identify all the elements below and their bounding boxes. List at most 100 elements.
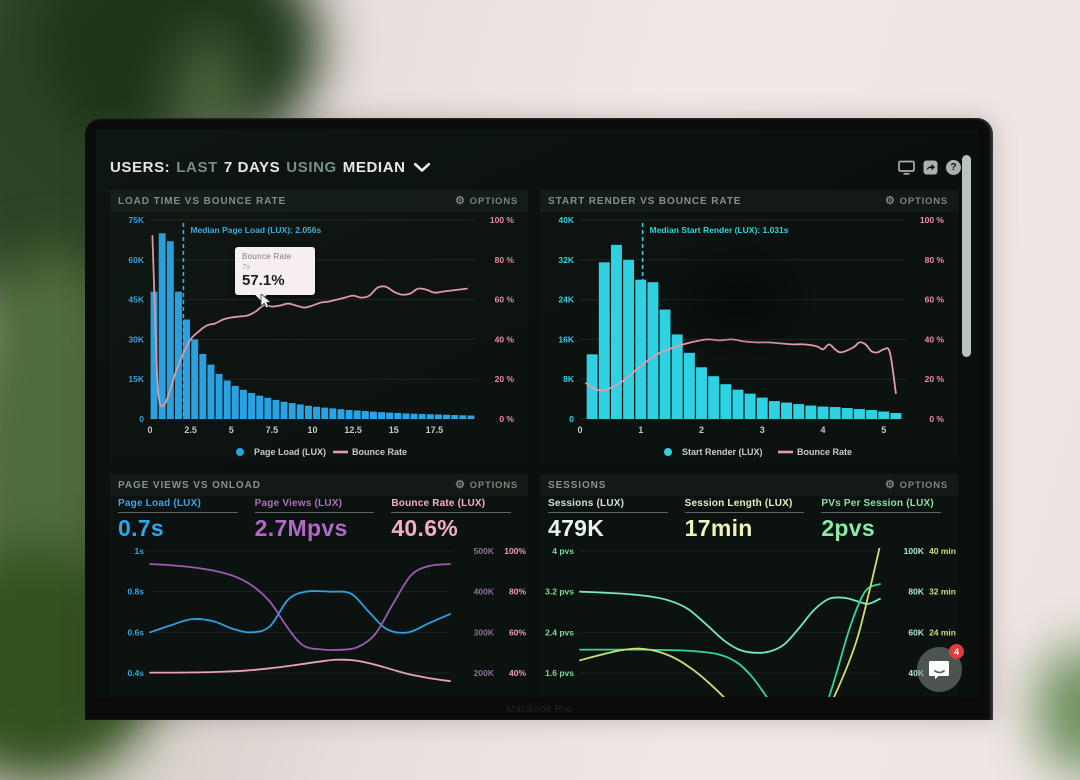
svg-text:300K: 300K (474, 627, 495, 637)
options-button[interactable]: ⚙ OPTIONS (454, 194, 518, 207)
options-button[interactable]: ⚙ OPTIONS (454, 478, 518, 491)
tooltip-subtitle: 7s (242, 262, 250, 271)
svg-text:15: 15 (389, 425, 399, 435)
panel-title: LOAD TIME VS BOUNCE RATE (118, 195, 287, 207)
notification-badge: 4 (949, 644, 964, 659)
svg-text:10: 10 (307, 425, 317, 435)
svg-text:0: 0 (139, 414, 144, 424)
laptop-brand-label: MacBook Pro (506, 704, 572, 715)
svg-text:40K: 40K (908, 668, 924, 678)
svg-text:40%: 40% (509, 668, 526, 678)
title-range: 7 DAYS (223, 158, 281, 176)
svg-text:0: 0 (577, 425, 582, 435)
svg-text:45K: 45K (128, 295, 144, 305)
metric-page-views: Page Views (LUX) 2.7Mpvs (254, 498, 389, 548)
panel-title: SESSIONS (548, 479, 607, 491)
svg-text:32 min: 32 min (929, 587, 956, 597)
header-toolbar: ? (898, 159, 961, 175)
gear-icon: ⚙ (454, 194, 466, 207)
metric-bounce-rate: Bounce Rate (LUX) 40.6% (391, 498, 525, 548)
svg-text:Bounce Rate: Bounce Rate (352, 447, 407, 457)
mouse-cursor-icon (260, 294, 272, 309)
svg-text:3: 3 (760, 425, 765, 435)
svg-text:20 %: 20 % (495, 374, 515, 384)
title-users: USERS: (110, 158, 171, 176)
panel-header: PAGE VIEWS VS ONLOAD ⚙ OPTIONS (110, 474, 528, 496)
panel-header: START RENDER VS BOUNCE RATE ⚙ OPTIONS (540, 190, 958, 212)
scrollbar[interactable] (962, 155, 971, 357)
tooltip-value: 57.1% (242, 272, 285, 289)
plant-leaf (1035, 645, 1080, 775)
svg-text:Median Start Render (LUX): 1.0: Median Start Render (LUX): 1.031s (650, 225, 789, 235)
svg-text:Median Page Load (LUX): 2.056s: Median Page Load (LUX): 2.056s (190, 225, 321, 235)
svg-text:24 min: 24 min (929, 627, 956, 637)
options-button[interactable]: ⚙ OPTIONS (884, 194, 948, 207)
monitor-icon[interactable] (898, 160, 915, 175)
tooltip-title: Bounce Rate (242, 252, 292, 261)
svg-text:2.4 pvs: 2.4 pvs (545, 627, 574, 637)
svg-text:Start Render (LUX): Start Render (LUX) (682, 447, 763, 457)
title-last: LAST (176, 158, 218, 176)
svg-text:80 %: 80 % (925, 255, 945, 265)
chart-tooltip: Bounce Rate 7s 57.1% (235, 247, 315, 295)
svg-text:2.5: 2.5 (184, 425, 197, 435)
svg-text:0: 0 (147, 425, 152, 435)
svg-text:40 min: 40 min (929, 548, 956, 556)
laptop: USERS: LAST 7 DAYS USING MEDIAN ? LOAD T… (85, 118, 993, 720)
sessions-chart: 4 pvs 100K 40 min 3.2 pvs 80K 32 min 2.4 pvs 60… (545, 548, 956, 697)
svg-text:200K: 200K (474, 668, 495, 678)
svg-text:400K: 400K (474, 587, 495, 597)
svg-text:16K: 16K (558, 334, 574, 344)
panel-start-render-vs-bounce-rate: START RENDER VS BOUNCE RATE ⚙ OPTIONS 40K… (540, 190, 958, 462)
svg-text:20 %: 20 % (925, 374, 945, 384)
share-icon[interactable] (923, 160, 938, 175)
options-button[interactable]: ⚙ OPTIONS (884, 478, 948, 491)
svg-text:100 %: 100 % (490, 215, 515, 225)
svg-text:1.6 pvs: 1.6 pvs (545, 668, 574, 678)
help-icon[interactable]: ? (946, 159, 961, 175)
svg-text:60 %: 60 % (495, 295, 515, 305)
panel-title: START RENDER VS BOUNCE RATE (548, 195, 742, 207)
panel-sessions: SESSIONS ⚙ OPTIONS Sessions (LUX) 479K Se… (540, 474, 958, 697)
svg-text:100%: 100% (504, 548, 526, 556)
load-time-chart: 75K 100 % 60K 80 % 45K 60 % 30K 40 % 15K 20 % 0 0 %… (128, 215, 515, 457)
start-render-chart: 40K 100 % 32K 80 % 24K 60 % 16K 40 % 8K 20 % 0 0 % 0… (558, 215, 945, 457)
metric-sessions: Sessions (LUX) 479K (548, 498, 682, 548)
metrics-row: Sessions (LUX) 479K Session Length (LUX)… (540, 496, 958, 548)
svg-text:4: 4 (820, 425, 825, 435)
gear-icon: ⚙ (884, 478, 896, 491)
dashboard-screen: USERS: LAST 7 DAYS USING MEDIAN ? LOAD T… (96, 129, 979, 697)
svg-text:0.6s: 0.6s (127, 627, 144, 637)
page-title[interactable]: USERS: LAST 7 DAYS USING MEDIAN (110, 159, 430, 176)
svg-text:30K: 30K (128, 334, 144, 344)
svg-text:100 %: 100 % (920, 215, 945, 225)
svg-text:0 %: 0 % (499, 414, 514, 424)
chat-bubble-icon (929, 661, 949, 680)
svg-text:15K: 15K (128, 374, 144, 384)
svg-text:7.5: 7.5 (266, 425, 279, 435)
svg-text:2: 2 (699, 425, 704, 435)
svg-text:12.5: 12.5 (344, 425, 362, 435)
svg-text:80%: 80% (509, 587, 526, 597)
metric-pvs-per-session: PVs Per Session (LUX) 2pvs (821, 498, 955, 548)
panel-header: LOAD TIME VS BOUNCE RATE ⚙ OPTIONS (110, 190, 528, 212)
svg-text:5: 5 (881, 425, 886, 435)
svg-text:60%: 60% (509, 627, 526, 637)
metric-session-length: Session Length (LUX) 17min (684, 498, 819, 548)
svg-text:500K: 500K (474, 548, 495, 556)
panel-load-time-vs-bounce-rate: LOAD TIME VS BOUNCE RATE ⚙ OPTIONS 75K 100… (110, 190, 528, 462)
svg-text:60K: 60K (908, 627, 924, 637)
svg-text:60K: 60K (128, 255, 144, 265)
svg-text:17.5: 17.5 (426, 425, 444, 435)
gear-icon: ⚙ (454, 478, 466, 491)
chat-button[interactable]: 4 (917, 644, 964, 692)
svg-text:Bounce Rate: Bounce Rate (797, 447, 852, 457)
page-views-chart: 1s 500K 100% 0.8s 400K 80% 0.6s 300K 60% 0.4s 200K… (127, 548, 526, 683)
panel-page-views-vs-onload: PAGE VIEWS VS ONLOAD ⚙ OPTIONS Page Load … (110, 474, 528, 697)
svg-text:40K: 40K (558, 215, 574, 225)
svg-text:75K: 75K (128, 215, 144, 225)
panel-title: PAGE VIEWS VS ONLOAD (118, 479, 261, 491)
chevron-down-icon[interactable] (413, 162, 430, 172)
svg-text:24K: 24K (558, 295, 574, 305)
svg-text:4 pvs: 4 pvs (552, 548, 574, 556)
